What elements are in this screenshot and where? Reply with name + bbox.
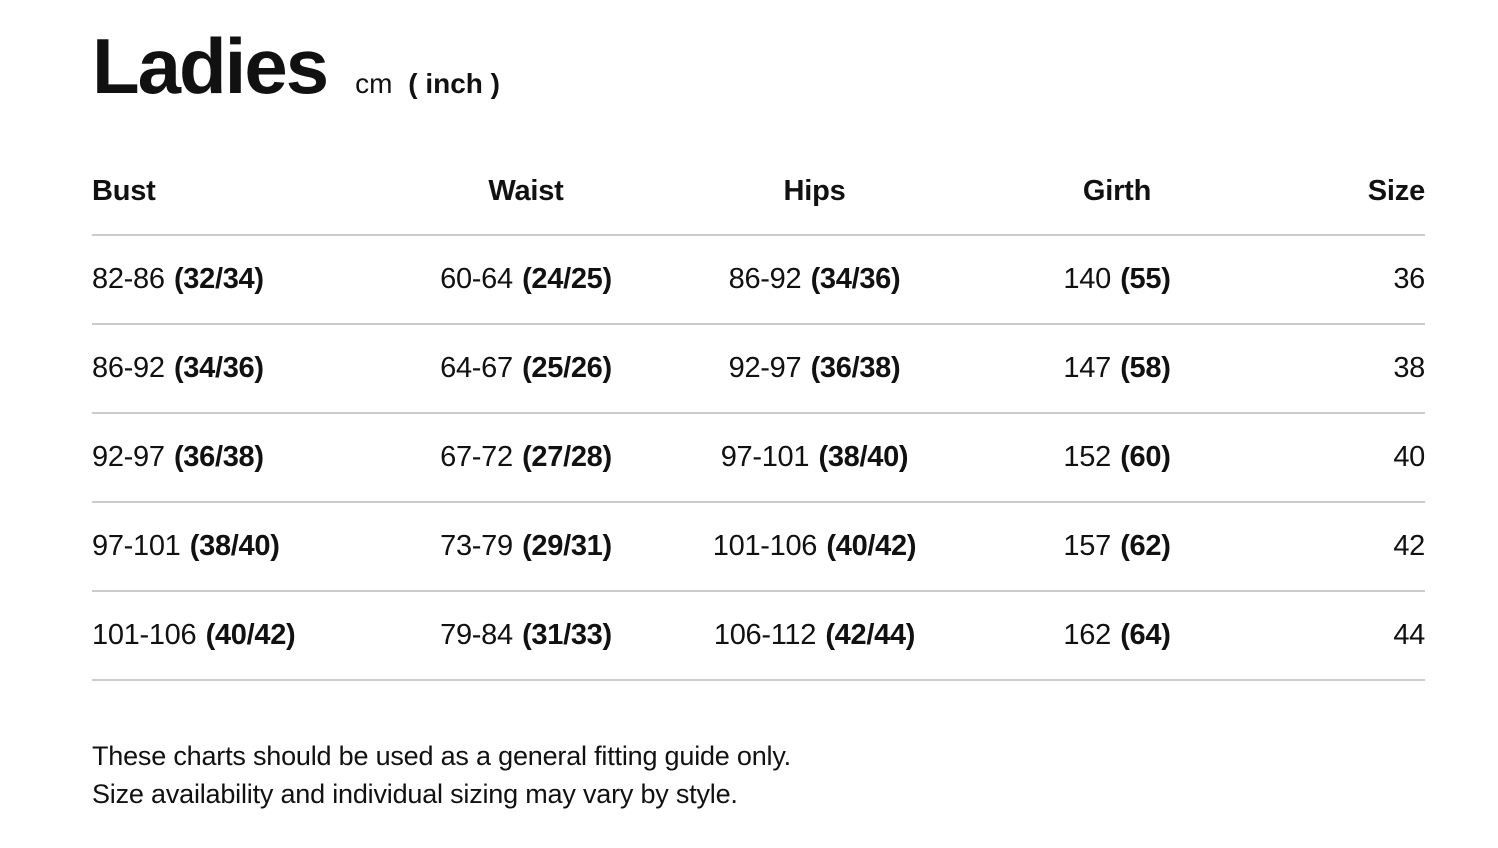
footer-note-line1: These charts should be used as a general… — [92, 741, 791, 771]
hips-value: 97-101 (38/40) — [662, 441, 967, 474]
girth-cm: 140 — [1063, 263, 1111, 295]
hips-inch: (38/40) — [818, 441, 909, 473]
size-value: 44 — [1393, 619, 1425, 651]
hips-cm: 86-92 — [728, 263, 802, 295]
girth-inch: (55) — [1120, 263, 1171, 295]
waist-cm: 60-64 — [440, 263, 513, 295]
page-title: Ladies — [92, 22, 329, 110]
size-value: 42 — [1393, 530, 1425, 562]
table-header-row: Bust Waist Hips Girth Size — [92, 148, 1425, 236]
hips-cm: 106-112 — [713, 619, 817, 651]
hips-cm: 92-97 — [728, 352, 802, 384]
table-row: 97-101 (38/40) 73-79 (29/31) 101-106 (40/42… — [92, 503, 1425, 592]
girth-cm: 162 — [1063, 619, 1111, 651]
bust-cm: 82-86 — [92, 263, 165, 295]
size-value: 38 — [1393, 352, 1425, 384]
girth-cm: 152 — [1063, 441, 1111, 473]
waist-value: 60-64 (24/25) — [390, 263, 662, 296]
hips-inch: (34/36) — [810, 263, 901, 295]
waist-value: 73-79 (29/31) — [390, 530, 662, 563]
hips-value: 106-112 (42/44) — [662, 619, 967, 652]
waist-inch: (29/31) — [522, 530, 612, 562]
hips-value: 101-106 (40/42) — [662, 530, 967, 563]
bust-inch: (36/38) — [173, 441, 264, 473]
hips-inch: (42/44) — [825, 619, 916, 651]
table-row: 101-106 (40/42) 79-84 (31/33) 106-112 (42/4… — [92, 592, 1425, 681]
size-value: 40 — [1393, 441, 1425, 473]
waist-value: 67-72 (27/28) — [390, 441, 662, 474]
header-cell-size: Size — [1367, 174, 1425, 207]
waist-inch: (25/26) — [522, 352, 612, 384]
girth-cm: 147 — [1063, 352, 1111, 384]
bust-inch: (32/34) — [173, 263, 264, 295]
footer-note: These charts should be used as a general… — [92, 737, 1425, 813]
header-cell-girth: Girth — [1082, 174, 1152, 207]
waist-inch: (31/33) — [522, 619, 612, 651]
table-row: 82-86 (32/34) 60-64 (24/25) 86-92 (34/36) 1… — [92, 236, 1425, 325]
waist-cm: 67-72 — [440, 441, 513, 473]
header-cell-waist: Waist — [488, 174, 564, 207]
footer-note-line2: Size availability and individual sizing … — [92, 779, 738, 809]
waist-inch: (27/28) — [522, 441, 612, 473]
girth-inch: (64) — [1120, 619, 1171, 651]
waist-value: 79-84 (31/33) — [390, 619, 662, 652]
bust-value: 92-97 (36/38) — [92, 441, 390, 474]
bust-value: 86-92 (34/36) — [92, 352, 390, 385]
unit-cm-label: cm — [355, 68, 393, 99]
bust-value: 101-106 (40/42) — [92, 619, 390, 652]
table-row: 86-92 (34/36) 64-67 (25/26) 92-97 (36/38) 1… — [92, 325, 1425, 414]
hips-cm: 101-106 — [712, 530, 818, 562]
waist-value: 64-67 (25/26) — [390, 352, 662, 385]
header-cell-bust: Bust — [92, 174, 156, 207]
girth-value: 157 (62) — [967, 530, 1267, 563]
unit-inch-label: ( inch ) — [408, 68, 500, 99]
girth-value: 152 (60) — [967, 441, 1267, 474]
waist-cm: 64-67 — [440, 352, 513, 384]
bust-cm: 86-92 — [92, 352, 165, 384]
bust-inch: (34/36) — [173, 352, 264, 384]
bust-cm: 101-106 — [92, 619, 197, 651]
unit-note: cm ( inch ) — [355, 68, 500, 100]
waist-inch: (24/25) — [522, 263, 612, 295]
table-row: 92-97 (36/38) 67-72 (27/28) 97-101 (38/40) … — [92, 414, 1425, 503]
hips-inch: (40/42) — [826, 530, 917, 562]
size-table: Bust Waist Hips Girth Size 82-86 (32/34) … — [92, 148, 1425, 681]
bust-value: 97-101 (38/40) — [92, 530, 390, 563]
girth-inch: (58) — [1120, 352, 1171, 384]
title-row: Ladies cm ( inch ) — [92, 22, 1425, 112]
waist-cm: 79-84 — [440, 619, 513, 651]
bust-inch: (40/42) — [205, 619, 296, 651]
bust-inch: (38/40) — [189, 530, 280, 562]
bust-value: 82-86 (32/34) — [92, 263, 390, 296]
girth-value: 140 (55) — [967, 263, 1267, 296]
size-guide-page: Ladies cm ( inch ) Bust Waist Hips Girth… — [92, 22, 1425, 813]
bust-cm: 97-101 — [92, 530, 181, 562]
girth-value: 162 (64) — [967, 619, 1267, 652]
girth-value: 147 (58) — [967, 352, 1267, 385]
girth-inch: (60) — [1120, 441, 1171, 473]
size-value: 36 — [1393, 263, 1425, 295]
hips-value: 92-97 (36/38) — [662, 352, 967, 385]
hips-cm: 97-101 — [720, 441, 810, 473]
bust-cm: 92-97 — [92, 441, 165, 473]
girth-cm: 157 — [1063, 530, 1111, 562]
hips-value: 86-92 (34/36) — [662, 263, 967, 296]
header-cell-hips: Hips — [783, 174, 846, 207]
girth-inch: (62) — [1120, 530, 1171, 562]
waist-cm: 73-79 — [440, 530, 513, 562]
hips-inch: (36/38) — [810, 352, 901, 384]
